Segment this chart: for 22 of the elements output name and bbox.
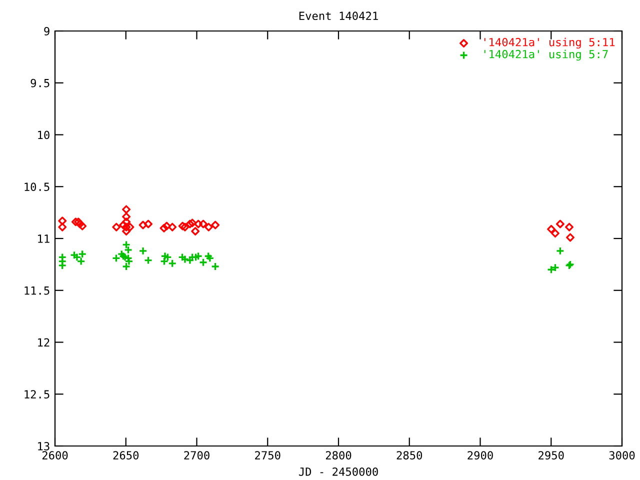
y-tick-label: 10.5 xyxy=(24,182,50,192)
y-tick-label: 9 xyxy=(44,27,50,36)
x-tick-label: 2600 xyxy=(42,451,68,460)
y-tick-label: 9.5 xyxy=(30,78,50,88)
y-tick-label: 11 xyxy=(38,234,50,243)
x-tick-label: 2850 xyxy=(396,451,422,460)
y-tick-label: 13 xyxy=(38,442,50,450)
x-tick-label: 2900 xyxy=(468,451,493,460)
chart-title: Event 140421 xyxy=(299,12,378,20)
legend-label: '140421a' using 5:11 xyxy=(484,38,615,49)
x-tick-label: 2950 xyxy=(538,451,564,460)
x-axis-title: JD - 2450000 xyxy=(298,467,378,476)
y-tick-label: 10 xyxy=(38,130,50,140)
y-tick-label: 12 xyxy=(38,338,50,346)
x-tick-label: 2700 xyxy=(184,451,210,460)
x-tick-label: 2650 xyxy=(113,451,139,460)
x-tick-label: 2800 xyxy=(326,451,352,460)
x-tick-label: 3000 xyxy=(609,451,635,460)
x-tick-label: 2750 xyxy=(255,451,280,460)
legend-label: '140421a' using 5:7 xyxy=(484,50,608,61)
y-tick-label: 11.5 xyxy=(24,286,50,295)
y-tick-label: 12.5 xyxy=(24,390,50,399)
